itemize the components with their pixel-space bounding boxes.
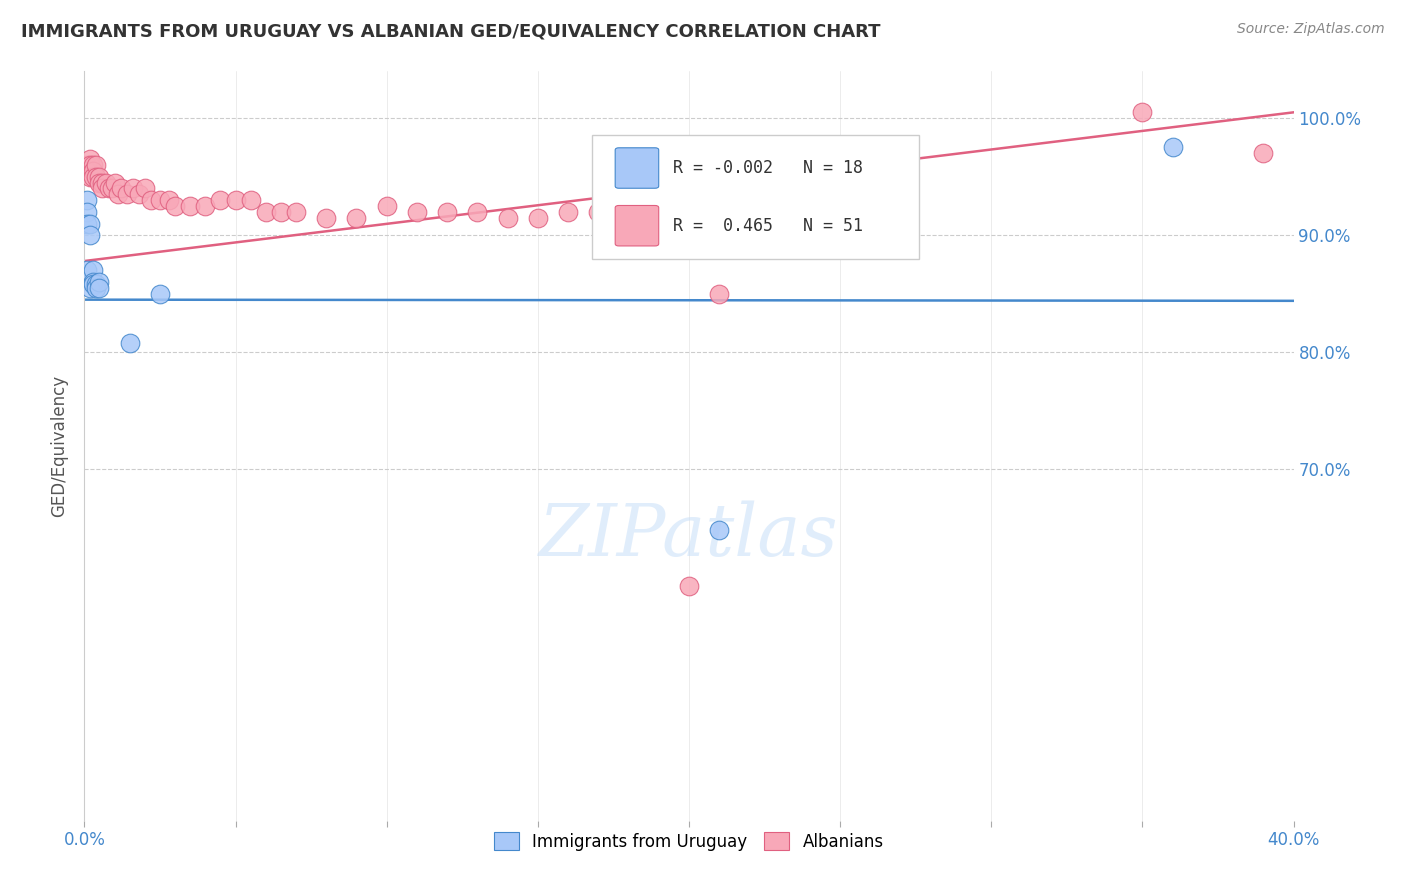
Point xyxy=(467,204,489,219)
Point xyxy=(89,275,111,289)
Point xyxy=(82,275,104,289)
Point xyxy=(79,169,101,184)
Point xyxy=(285,204,308,219)
Point xyxy=(100,181,122,195)
Point xyxy=(76,158,98,172)
Point xyxy=(1253,146,1275,161)
Point xyxy=(76,263,98,277)
Point xyxy=(406,204,429,219)
Point xyxy=(209,193,232,207)
Point xyxy=(315,211,337,225)
Point xyxy=(1161,140,1184,154)
Point xyxy=(134,181,156,195)
Point xyxy=(76,193,98,207)
Point xyxy=(76,164,98,178)
Point xyxy=(89,281,111,295)
Point xyxy=(149,286,172,301)
Point xyxy=(89,169,111,184)
Point xyxy=(94,176,117,190)
Point xyxy=(149,193,172,207)
Text: Source: ZipAtlas.com: Source: ZipAtlas.com xyxy=(1237,22,1385,37)
Point xyxy=(79,217,101,231)
Point xyxy=(86,158,108,172)
Legend: Immigrants from Uruguay, Albanians: Immigrants from Uruguay, Albanians xyxy=(488,826,890,857)
Point xyxy=(118,335,141,350)
Point xyxy=(496,211,519,225)
Point xyxy=(194,199,217,213)
Point xyxy=(239,193,262,207)
Point xyxy=(82,277,104,292)
Point xyxy=(110,181,132,195)
Point xyxy=(91,181,114,195)
Text: R =  0.465   N = 51: R = 0.465 N = 51 xyxy=(673,217,863,235)
Point xyxy=(157,193,180,207)
Point xyxy=(128,187,150,202)
Point xyxy=(270,204,292,219)
Point xyxy=(82,263,104,277)
Text: IMMIGRANTS FROM URUGUAY VS ALBANIAN GED/EQUIVALENCY CORRELATION CHART: IMMIGRANTS FROM URUGUAY VS ALBANIAN GED/… xyxy=(21,22,880,40)
Point xyxy=(89,176,111,190)
Point xyxy=(1130,105,1153,120)
Point xyxy=(82,169,104,184)
FancyBboxPatch shape xyxy=(592,135,918,259)
Point xyxy=(86,277,108,292)
Point xyxy=(346,211,368,225)
Point xyxy=(678,580,700,594)
Point xyxy=(139,193,162,207)
Point xyxy=(76,217,98,231)
Point xyxy=(709,286,731,301)
Point xyxy=(557,204,579,219)
Text: ZIPatlas: ZIPatlas xyxy=(538,500,839,571)
Point xyxy=(617,204,640,219)
Point xyxy=(97,181,120,195)
Point xyxy=(91,176,114,190)
Point xyxy=(82,164,104,178)
FancyBboxPatch shape xyxy=(616,148,659,188)
Point xyxy=(527,211,550,225)
Point xyxy=(375,199,398,213)
Point xyxy=(79,228,101,243)
Y-axis label: GED/Equivalency: GED/Equivalency xyxy=(51,375,69,517)
Point xyxy=(86,281,108,295)
FancyBboxPatch shape xyxy=(616,205,659,246)
Text: R = -0.002   N = 18: R = -0.002 N = 18 xyxy=(673,159,863,177)
Point xyxy=(254,204,277,219)
Point xyxy=(104,176,127,190)
Point xyxy=(79,152,101,166)
Point xyxy=(82,158,104,172)
Point xyxy=(79,158,101,172)
Point xyxy=(436,204,458,219)
Point xyxy=(588,204,610,219)
Point xyxy=(709,523,731,537)
Point xyxy=(165,199,187,213)
Point xyxy=(79,281,101,295)
Point xyxy=(179,199,201,213)
Point xyxy=(107,187,129,202)
Point xyxy=(86,169,108,184)
Point xyxy=(121,181,143,195)
Point xyxy=(225,193,247,207)
Point xyxy=(76,204,98,219)
Point xyxy=(115,187,138,202)
